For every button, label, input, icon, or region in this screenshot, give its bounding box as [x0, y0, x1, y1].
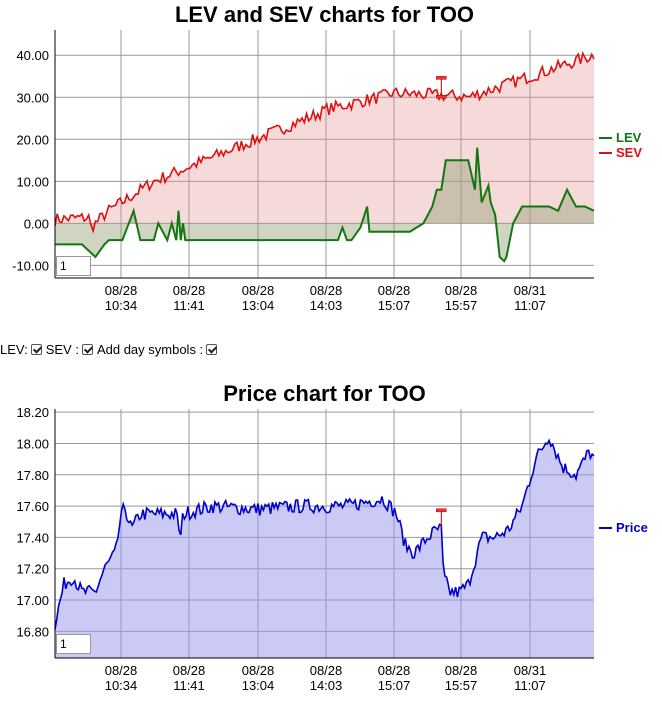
x-tick-date: 08/28: [242, 663, 275, 678]
x-tick-time: 13:04: [242, 678, 275, 693]
y-tick-label: 10.00: [16, 174, 49, 189]
day-symbol-marker: [436, 508, 447, 513]
x-tick-time: 10:34: [105, 678, 138, 693]
x-tick-time: 15:57: [445, 298, 478, 313]
sev-toggle-label: SEV :: [45, 342, 79, 357]
chart-title: Price chart for TOO: [223, 381, 426, 406]
x-tick-date: 08/28: [173, 663, 206, 678]
x-tick-date: 08/28: [378, 283, 411, 298]
y-tick-label: 40.00: [16, 48, 49, 63]
x-tick-time: 11:41: [173, 298, 205, 313]
y-tick-label: 18.00: [16, 436, 49, 451]
price-area: [55, 440, 594, 658]
y-tick-label: 17.20: [16, 562, 49, 577]
x-tick-date: 08/31: [514, 283, 547, 298]
y-tick-label: 17.00: [16, 593, 49, 608]
x-tick-time: 14:03: [310, 298, 343, 313]
lev-line: [55, 147, 595, 263]
x-tick-date: 08/28: [242, 283, 275, 298]
day-symbols-checkbox[interactable]: [206, 344, 218, 355]
x-tick-date: 08/31: [514, 663, 547, 678]
sev-checkbox[interactable]: [81, 344, 93, 355]
legend-label-lev: LEV: [616, 130, 642, 145]
legend-label-sev: SEV: [616, 145, 642, 160]
y-tick-label: 17.80: [16, 468, 49, 483]
x-tick-time: 15:57: [445, 678, 478, 693]
x-tick-time: 11:41: [173, 678, 205, 693]
series-toggle-bar: LEV: SEV : Add day symbols :: [0, 342, 221, 357]
x-tick-time: 14:03: [310, 678, 343, 693]
y-tick-label: 18.20: [16, 405, 49, 420]
x-tick-date: 08/28: [105, 663, 138, 678]
x-tick-date: 08/28: [378, 663, 411, 678]
x-tick-date: 08/28: [445, 663, 478, 678]
y-tick-label: 17.60: [16, 499, 49, 514]
y-tick-label: 0.00: [24, 216, 49, 231]
y-tick-label: 17.40: [16, 530, 49, 545]
x-tick-date: 08/28: [310, 663, 343, 678]
x-tick-time: 15:07: [378, 678, 411, 693]
x-tick-date: 08/28: [105, 283, 138, 298]
x-tick-date: 08/28: [310, 283, 343, 298]
chart-title: LEV and SEV charts for TOO: [175, 2, 474, 27]
price-zoom-input[interactable]: [56, 634, 91, 654]
y-tick-label: 16.80: [16, 624, 49, 639]
x-tick-date: 08/28: [445, 283, 478, 298]
price-line: [54, 438, 595, 630]
day-symbols-label: Add day symbols :: [96, 342, 204, 357]
lev-sev-zoom-input[interactable]: [56, 256, 91, 276]
day-symbol-marker: [436, 76, 447, 80]
sev-line: [54, 50, 595, 234]
lev-area: [55, 147, 594, 262]
lev-toggle-label: LEV:: [0, 342, 28, 357]
day-symbol-marker: [436, 95, 447, 99]
x-tick-time: 13:04: [242, 298, 275, 313]
y-tick-label: -10.00: [12, 258, 49, 273]
x-tick-date: 08/28: [173, 283, 206, 298]
x-tick-time: 10:34: [105, 298, 138, 313]
plot-area: [55, 30, 594, 278]
y-tick-label: 30.00: [16, 90, 49, 105]
lev-checkbox[interactable]: [30, 344, 42, 355]
legend-label-price: Price: [616, 520, 648, 535]
x-tick-time: 11:07: [514, 298, 546, 313]
y-tick-label: 20.00: [16, 132, 49, 147]
x-tick-time: 11:07: [514, 678, 546, 693]
x-tick-time: 15:07: [378, 298, 411, 313]
